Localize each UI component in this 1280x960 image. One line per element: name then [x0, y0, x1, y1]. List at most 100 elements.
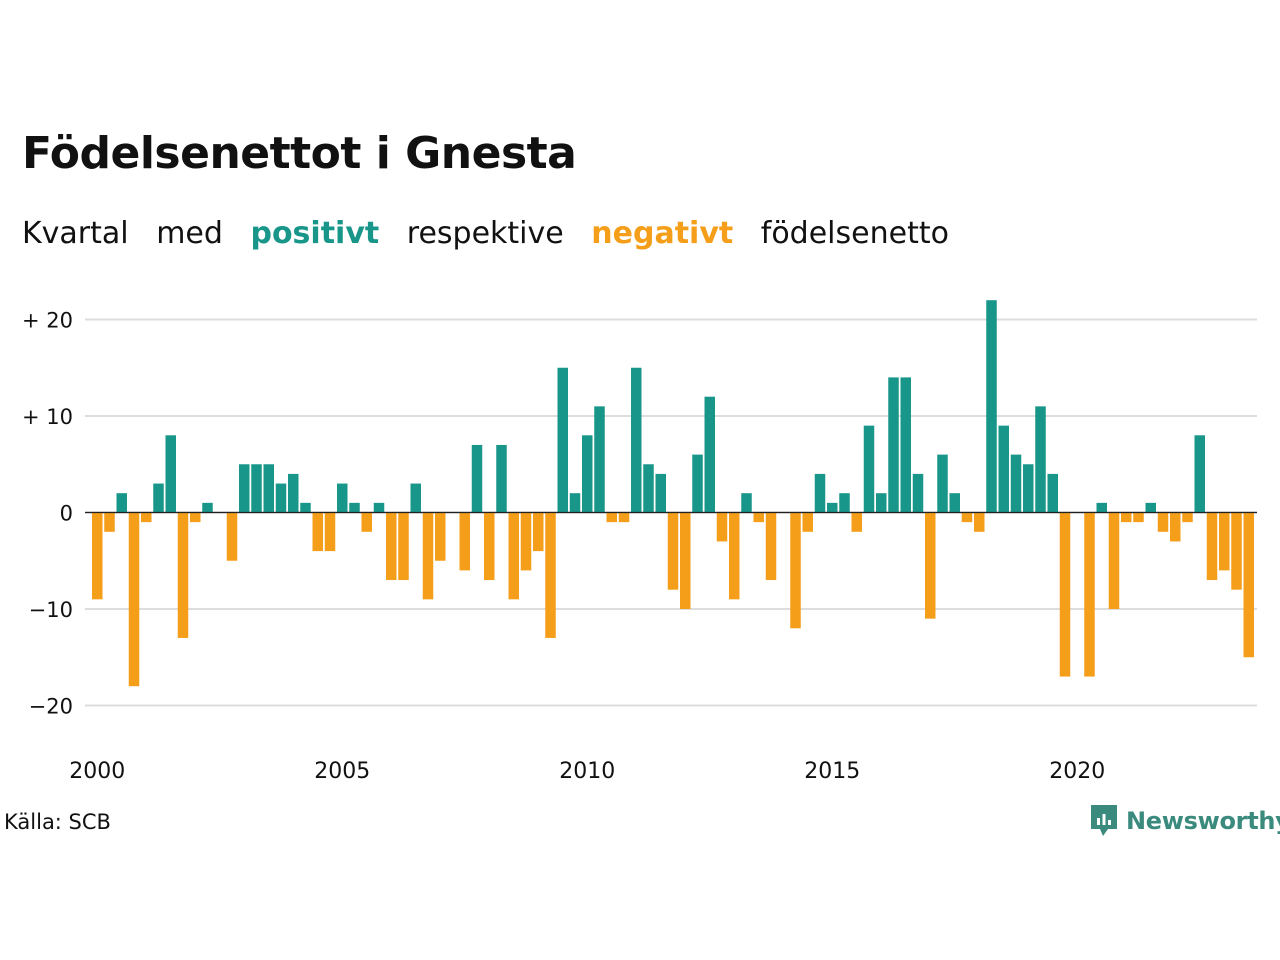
bar-negative — [484, 512, 495, 581]
bar-negative — [1170, 512, 1181, 542]
chart-subtitle: Kvartal med positivt respektive negativt… — [22, 216, 949, 251]
bar-positive — [263, 464, 274, 513]
bar-negative — [545, 512, 556, 638]
bar-positive — [1047, 473, 1058, 513]
y-tick-label: 0 — [60, 502, 73, 526]
bar-negative — [974, 512, 985, 532]
bar-positive — [153, 483, 164, 513]
y-tick-label: −10 — [29, 598, 73, 622]
bar-positive — [202, 502, 213, 513]
bar-positive — [900, 377, 911, 513]
bar-positive — [1035, 406, 1046, 513]
bar-negative — [324, 512, 336, 552]
subtitle-kvartal: Kvartal — [22, 216, 129, 251]
bar-positive — [337, 483, 348, 513]
bar-positive — [239, 464, 250, 513]
bar-positive — [912, 473, 924, 513]
bar-negative — [226, 512, 238, 561]
bar-positive — [496, 444, 507, 513]
bar-positive — [863, 425, 875, 513]
bar-negative — [790, 512, 801, 629]
y-tick-label: + 10 — [22, 405, 73, 429]
y-tick-label: −20 — [29, 695, 73, 719]
bar-positive — [582, 435, 593, 513]
bar-negative — [1084, 512, 1095, 677]
bar-negative — [1231, 512, 1242, 590]
bar-negative — [508, 512, 519, 600]
bar-positive — [949, 493, 960, 513]
bar-positive — [704, 396, 715, 513]
bar-positive — [410, 483, 421, 513]
bar-positive — [1194, 435, 1205, 513]
chart-title: Födelsenettot i Gnesta — [22, 128, 577, 179]
bar-negative — [177, 512, 189, 638]
bar-negative — [667, 512, 679, 590]
bar-negative — [1206, 512, 1218, 581]
subtitle-med: med — [156, 216, 223, 251]
x-tick-label: 2015 — [804, 759, 860, 784]
bar-negative — [753, 512, 764, 523]
x-tick-label: 2005 — [314, 759, 370, 784]
bar-negative — [104, 512, 115, 532]
bar-positive — [888, 377, 899, 513]
bar-positive — [692, 454, 703, 513]
bar-negative — [398, 512, 409, 581]
x-tick-label: 2020 — [1049, 759, 1105, 784]
bar-positive — [300, 502, 311, 513]
bar-negative — [459, 512, 470, 571]
subtitle-fodelsenetto: födelsenetto — [760, 216, 949, 251]
bar-positive — [631, 367, 642, 513]
bar-negative — [386, 512, 397, 581]
bar-positive — [594, 406, 605, 513]
bar-negative — [1219, 512, 1230, 571]
bar-negative — [802, 512, 813, 532]
bar-negative — [680, 512, 691, 609]
y-tick-label: + 20 — [22, 309, 73, 333]
bar-positive — [373, 502, 385, 513]
bar-positive — [1023, 464, 1034, 513]
bar-negative — [312, 512, 323, 552]
subtitle-positive: positivt — [250, 216, 380, 251]
x-tick-label: 2010 — [559, 759, 615, 784]
bar-negative — [141, 512, 152, 523]
source-note: Källa: SCB — [4, 810, 111, 834]
bar-positive — [741, 493, 752, 513]
bar-positive — [1145, 502, 1156, 513]
bar-negative — [361, 512, 372, 532]
bar-negative — [435, 512, 446, 561]
bar-negative — [716, 512, 728, 542]
bar-negative — [1108, 512, 1120, 609]
bar-positive — [569, 493, 581, 513]
bar-negative — [1133, 512, 1144, 523]
logo-text: Newsworthy — [1126, 807, 1280, 835]
bar-positive — [251, 464, 262, 513]
bar-negative — [1157, 512, 1169, 532]
bar-positive — [165, 435, 176, 513]
bar-positive — [655, 473, 666, 513]
bar-positive — [116, 493, 127, 513]
bar-negative — [533, 512, 544, 552]
bar-positive — [557, 367, 568, 513]
bar-negative — [851, 512, 862, 532]
bar-negative — [1243, 512, 1254, 658]
bar-positive — [986, 300, 997, 513]
bar-negative — [729, 512, 740, 600]
bar-positive — [998, 425, 1009, 513]
bar-negative — [765, 512, 777, 581]
bar-negative — [606, 512, 617, 523]
subtitle-negative: negativt — [591, 216, 734, 251]
bar-negative — [961, 512, 973, 523]
bar-positive — [876, 493, 887, 513]
bar-negative — [1121, 512, 1132, 523]
bar-positive — [814, 473, 826, 513]
bar-positive — [349, 502, 360, 513]
x-tick-label: 2000 — [69, 759, 125, 784]
subtitle-respektive: respektive — [406, 216, 564, 251]
bar-positive — [1096, 502, 1107, 513]
bar-negative — [520, 512, 532, 571]
bar-negative — [1182, 512, 1193, 523]
bar-negative — [92, 512, 103, 600]
bar-positive — [839, 493, 850, 513]
newsworthy-logo: Newsworthy — [1088, 802, 1280, 840]
